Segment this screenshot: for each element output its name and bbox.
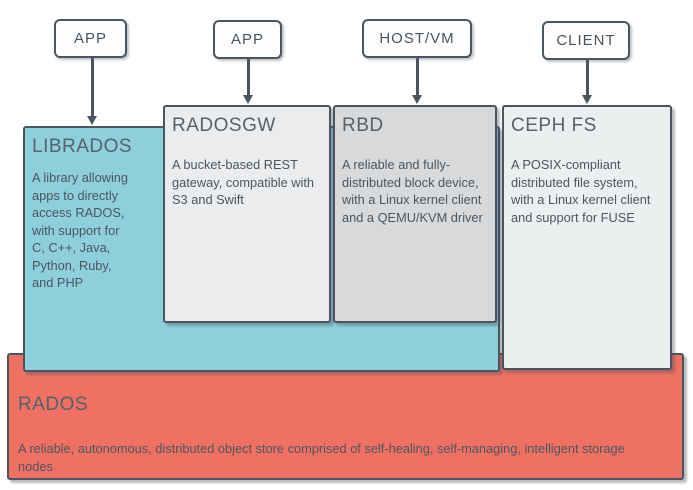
radosgw-layer-box: RADOSGW A bucket-based REST gateway, com… [163, 105, 331, 323]
arrow-app2-to-radosgw [247, 58, 250, 95]
rados-title: RADOS [18, 394, 89, 415]
rbd-title: RBD [342, 115, 384, 136]
app-node-2-label: APP [230, 31, 264, 48]
host-vm-node-label: HOST/VM [379, 30, 455, 47]
app-node-2: APP [213, 20, 282, 59]
client-node: CLIENT [542, 21, 630, 60]
host-vm-node: HOST/VM [362, 19, 472, 58]
cephfs-layer-box: CEPH FS A POSIX-compliant distributed fi… [502, 105, 672, 370]
rbd-layer-box: RBD A reliable and fully- distributed bl… [333, 105, 497, 323]
app-node-1: APP [54, 19, 127, 58]
arrow-hostvm-arrowhead-icon [412, 95, 422, 104]
librados-description: A library allowing apps to directly acce… [32, 170, 129, 290]
radosgw-description: A bucket-based REST gateway, compatible … [172, 157, 315, 207]
arrow-client-to-cephfs [586, 58, 589, 95]
rados-layer-box: RADOS A reliable, autonomous, distribute… [7, 353, 684, 480]
arrow-app2-arrowhead-icon [243, 95, 253, 104]
rbd-description: A reliable and fully- distributed block … [342, 157, 483, 225]
cephfs-title: CEPH FS [511, 115, 597, 136]
arrow-app1-arrowhead-icon [87, 116, 97, 125]
arrow-hostvm-to-rbd [416, 57, 419, 95]
app-node-1-label: APP [73, 30, 107, 47]
librados-title: LIBRADOS [32, 136, 133, 157]
arrow-app1-to-librados [91, 57, 94, 116]
cephfs-description: A POSIX-compliant distributed file syste… [511, 157, 651, 225]
radosgw-title: RADOSGW [172, 115, 276, 136]
rados-description: A reliable, autonomous, distributed obje… [18, 441, 625, 474]
arrow-client-arrowhead-icon [582, 95, 592, 104]
client-node-label: CLIENT [556, 32, 616, 49]
